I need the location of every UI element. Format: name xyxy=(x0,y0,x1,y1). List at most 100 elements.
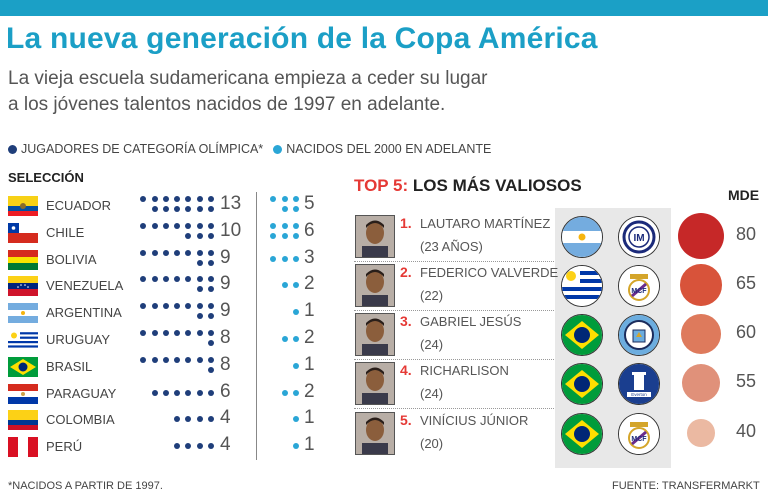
born2000-dot xyxy=(270,196,277,202)
olympic-dot xyxy=(208,330,214,336)
flag-icon xyxy=(8,303,38,324)
player-photo xyxy=(355,313,395,356)
player-value: 60 xyxy=(736,322,757,342)
olympic-dot xyxy=(140,249,147,256)
player-value: 55 xyxy=(736,371,757,391)
player-photo xyxy=(355,412,395,455)
olympic-dot xyxy=(174,196,181,202)
legend-olympic-dot xyxy=(8,144,17,154)
born2000-dot xyxy=(281,232,288,239)
born2000-count: 5 xyxy=(304,193,315,214)
born2000-dot xyxy=(293,206,299,212)
born2000-count: 1 xyxy=(304,434,315,456)
born2000-dot xyxy=(293,232,299,239)
player-row: 3. GABRIEL JESÚS (24) 60 xyxy=(354,309,768,358)
olympic-dot xyxy=(162,330,169,336)
born2000-count: 1 xyxy=(304,300,315,322)
olympic-count: 10 xyxy=(220,219,242,241)
olympic-dot xyxy=(162,303,169,310)
born2000-dot xyxy=(281,282,288,289)
row-divider xyxy=(354,261,554,262)
olympic-dot xyxy=(185,356,192,363)
born2000-count: 3 xyxy=(304,246,315,268)
olympic-count: 13 xyxy=(220,193,242,214)
olympic-dot xyxy=(208,389,214,396)
player-rank: 3. xyxy=(400,313,412,329)
olympic-dot xyxy=(208,222,214,229)
olympic-dot xyxy=(162,206,169,212)
olympic-dot xyxy=(185,330,192,336)
player-row: 1. LAUTARO MARTÍNEZ (23 AÑOS) IM 80 xyxy=(354,211,768,260)
country-flag-icon xyxy=(561,314,603,356)
subtitle-line-2: a los jóvenes talentos nacidos de 1997 e… xyxy=(8,94,446,115)
source: FUENTE: TRANSFERMARKT xyxy=(612,480,760,492)
player-name: VINÍCIUS JÚNIOR xyxy=(420,413,529,428)
olympic-dot xyxy=(140,330,147,336)
player-name: LAUTARO MARTÍNEZ xyxy=(420,216,551,231)
olympic-dot xyxy=(151,206,158,212)
olympic-dot xyxy=(140,222,147,229)
footnote: *NACIDOS A PARTIR DE 1997. xyxy=(8,480,163,492)
player-photo xyxy=(355,362,395,405)
born2000-count: 2 xyxy=(304,273,315,295)
olympic-dot xyxy=(185,222,192,229)
flag-icon xyxy=(8,383,38,404)
olympic-dot xyxy=(151,389,158,396)
olympic-dot xyxy=(185,416,192,423)
legend-born2000-dot xyxy=(273,144,283,154)
olympic-dot xyxy=(151,222,158,229)
club-crest-icon: Everton xyxy=(618,363,660,405)
born2000-dot xyxy=(281,389,288,396)
player-name: RICHARLISON xyxy=(420,363,509,378)
olympic-count: 8 xyxy=(220,353,231,375)
olympic-dot xyxy=(174,276,181,283)
born2000-dot xyxy=(293,389,299,396)
olympic-dot xyxy=(185,389,192,396)
flag-icon xyxy=(8,437,38,458)
olympic-dot xyxy=(174,389,181,396)
country-name: PARAGUAY xyxy=(46,385,117,401)
olympic-count: 9 xyxy=(220,273,231,295)
svg-text:IM: IM xyxy=(633,233,644,244)
section-label: SELECCIÓN xyxy=(8,170,84,185)
olympic-dot xyxy=(174,206,181,212)
legend-born2000-label: NACIDOS DEL 2000 EN ADELANTE xyxy=(286,142,492,156)
player-photo xyxy=(355,264,395,307)
olympic-dot xyxy=(208,286,214,293)
club-crest-icon: MCF xyxy=(618,265,660,307)
flag-icon xyxy=(8,410,38,431)
table-row: ECUADOR 13 5 xyxy=(0,192,340,219)
olympic-dot xyxy=(196,286,203,293)
club-crest-icon: IM xyxy=(618,216,660,258)
olympic-dot xyxy=(208,196,214,202)
table-row: URUGUAY 8 2 xyxy=(0,326,340,353)
olympic-count: 6 xyxy=(220,380,231,402)
olympic-dot xyxy=(140,276,147,283)
olympic-dot xyxy=(151,249,158,256)
olympic-dot xyxy=(151,196,158,202)
unit-label: MDE xyxy=(728,187,760,203)
olympic-count: 4 xyxy=(220,407,231,429)
olympic-dot xyxy=(208,206,214,212)
value-bubble xyxy=(678,213,724,259)
flag-icon xyxy=(8,196,38,216)
flag-icon xyxy=(8,276,38,297)
olympic-dot xyxy=(185,196,192,202)
club-crest-icon: MCF xyxy=(618,413,660,455)
subtitle-line-1: La vieja escuela sudamericana empieza a … xyxy=(8,68,488,89)
table-row: PARAGUAY 6 2 xyxy=(0,380,340,407)
country-flag-icon xyxy=(561,413,603,455)
olympic-dot xyxy=(208,356,214,363)
olympic-dot xyxy=(208,416,214,423)
olympic-dot xyxy=(196,196,203,202)
player-age: (23 AÑOS) xyxy=(420,239,483,254)
born2000-dot xyxy=(293,255,299,262)
country-flag-icon xyxy=(561,216,603,258)
olympic-dot xyxy=(196,356,203,363)
page-title: La nueva generación de la Copa América xyxy=(6,22,598,55)
flag-icon xyxy=(8,330,38,350)
olympic-dot xyxy=(151,276,158,283)
legend-olympic-label: JUGADORES DE CATEGORÍA OLÍMPICA* xyxy=(21,142,264,156)
olympic-dot xyxy=(174,416,181,423)
row-divider xyxy=(354,359,554,360)
